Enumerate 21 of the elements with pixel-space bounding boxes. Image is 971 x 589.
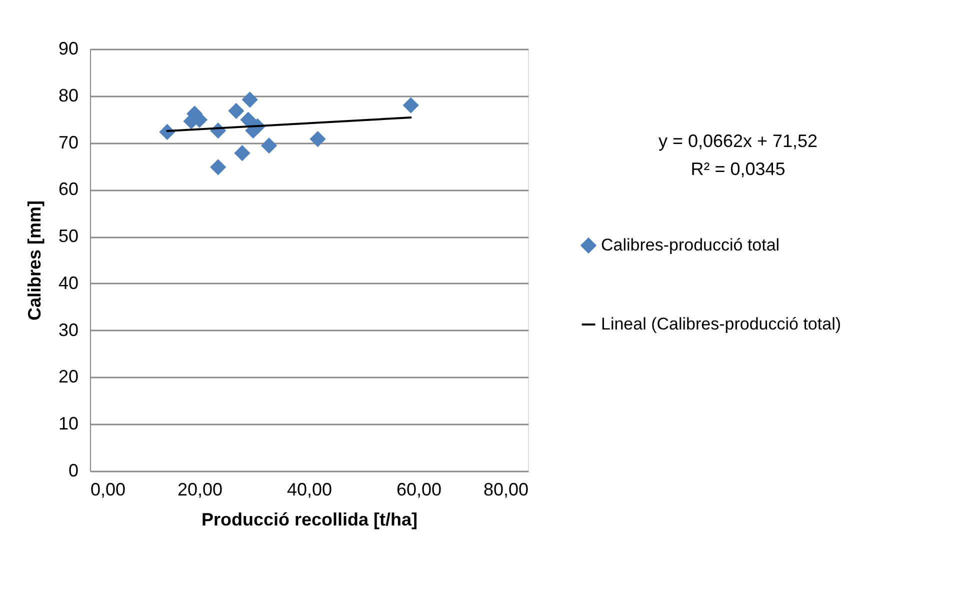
y-tick-label: 70 bbox=[58, 132, 78, 152]
text: y = 0,0662x + 71,52 bbox=[658, 131, 818, 151]
y-tick-label: 50 bbox=[58, 226, 78, 246]
y-tick-label: 0 bbox=[68, 460, 78, 480]
y-tick-label: 90 bbox=[58, 38, 78, 58]
legend-label: Lineal (Calibres-producció total) bbox=[601, 314, 842, 334]
x-tick-label: 80,00 bbox=[483, 480, 528, 500]
y-tick-label: 80 bbox=[58, 85, 78, 106]
y-tick-label: 20 bbox=[58, 366, 78, 387]
x-tick-label: 20,00 bbox=[177, 480, 223, 500]
y-tick-label: 60 bbox=[58, 179, 78, 200]
x-tick-label: 0,00 bbox=[90, 480, 126, 500]
y-tick-label: 30 bbox=[58, 320, 78, 340]
y-tick-label: 40 bbox=[58, 272, 78, 293]
x-axis-title: Producció recollida [t/ha] bbox=[201, 510, 418, 530]
x-tick-label: 40,00 bbox=[286, 480, 332, 500]
legend-label: Calibres-producció total bbox=[601, 236, 780, 254]
text: R² = 0,0345 bbox=[690, 159, 786, 179]
x-tick-label: 60,00 bbox=[396, 480, 442, 500]
y-tick-label: 10 bbox=[58, 414, 78, 434]
y-axis-title: Calibres [mm] bbox=[24, 200, 44, 321]
